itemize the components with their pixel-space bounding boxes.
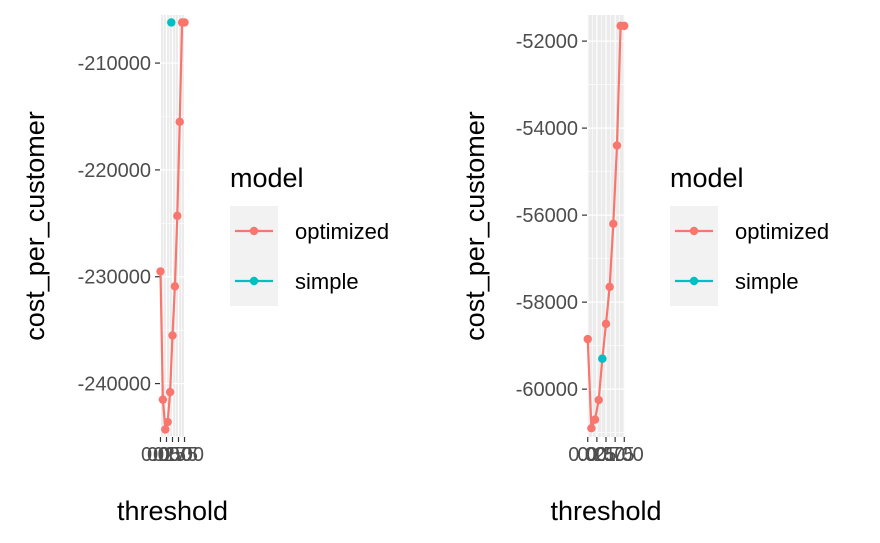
x-tick-label: 1.00 — [165, 444, 204, 466]
legend-key-point — [249, 226, 259, 236]
legend-key-point — [689, 226, 699, 236]
data-point-optimized — [158, 395, 168, 404]
series-optimized — [156, 18, 189, 434]
legend: model optimized simple — [670, 163, 829, 306]
y-tick-label: -56000 — [516, 205, 578, 227]
legend-key-point — [249, 276, 259, 286]
x-tick-label: 0.75 — [596, 444, 635, 466]
data-point-optimized — [163, 417, 172, 427]
y-tick-label: -240000 — [78, 374, 151, 396]
legend-label: optimized — [295, 219, 389, 244]
data-point-optimized — [594, 395, 603, 405]
data-point-simple — [167, 18, 176, 27]
y-tick-label: -210000 — [78, 53, 151, 75]
legend: model optimized simple — [230, 163, 389, 306]
y-tick-label: -230000 — [78, 267, 151, 289]
data-point-optimized — [605, 282, 614, 292]
legend-label: optimized — [735, 219, 829, 244]
data-point-simple — [598, 354, 607, 363]
x-tick-label: 1.00 — [605, 444, 644, 466]
x-tick-label: 0.00 — [568, 444, 607, 466]
data-point-optimized — [609, 219, 618, 229]
data-point-optimized — [583, 334, 592, 344]
y-tick-label: -58000 — [516, 292, 578, 314]
data-point-optimized — [612, 141, 622, 150]
legend-label: simple — [735, 269, 799, 294]
y-tick-label: -60000 — [516, 379, 578, 401]
left-chart: -240000 -230000 -220000 -210000 0.000.250.50… — [20, 15, 389, 526]
data-point-optimized — [587, 424, 596, 433]
series-simple — [598, 354, 607, 363]
data-point-optimized — [170, 282, 180, 291]
data-point-optimized — [180, 18, 189, 27]
data-point-optimized — [168, 331, 177, 340]
y-axis-label: cost_per_customer — [20, 111, 50, 341]
legend-title: model — [670, 163, 744, 193]
data-point-optimized — [173, 211, 182, 221]
x-tick-label: 0.00 — [141, 444, 180, 466]
data-point-optimized — [165, 387, 175, 397]
x-tick-label: 0.25 — [147, 444, 186, 466]
x-tick-label: 0.75 — [159, 444, 198, 466]
data-point-optimized — [620, 21, 629, 31]
right-chart: -60000 -58000 -56000 -54000 -52000 0.000.250.… — [460, 15, 829, 526]
x-tick-label: 0.50 — [587, 444, 626, 466]
x-tick-label: 0.50 — [153, 444, 192, 466]
data-point-optimized — [156, 267, 165, 276]
data-point-optimized — [590, 415, 600, 424]
legend-label: simple — [295, 269, 359, 294]
y-tick-label: -54000 — [516, 118, 578, 140]
data-point-optimized — [175, 117, 184, 127]
data-point-optimized — [601, 319, 611, 329]
x-tick-label: 0.25 — [577, 444, 616, 466]
x-axis-label: threshold — [550, 496, 661, 526]
data-point-optimized — [161, 425, 170, 434]
y-axis-label: cost_per_customer — [460, 111, 490, 341]
series-simple — [167, 18, 176, 27]
x-axis-label: threshold — [117, 496, 228, 526]
y-tick-label: -220000 — [78, 160, 151, 182]
legend-title: model — [230, 163, 304, 193]
y-tick-label: -52000 — [516, 31, 578, 53]
legend-key-point — [689, 276, 699, 286]
